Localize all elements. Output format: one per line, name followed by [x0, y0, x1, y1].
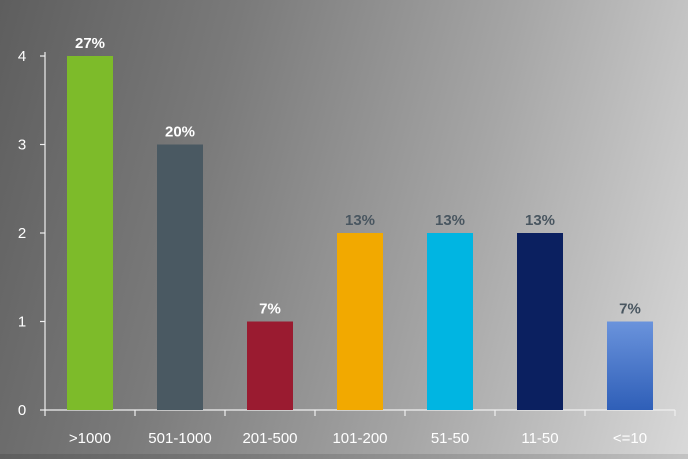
bar [517, 233, 563, 410]
data-label: 7% [619, 301, 641, 318]
x-tick-label: >1000 [69, 430, 111, 447]
y-tick-label: 0 [18, 402, 26, 419]
x-axis: >1000 501-1000 201-500 101-200 51-50 11-50 <=1… [44, 409, 676, 447]
y-tick-label: 1 [18, 314, 26, 331]
bar [337, 233, 383, 410]
bar [67, 56, 113, 410]
bar [247, 321, 293, 410]
x-tick-label: 51-50 [431, 430, 469, 447]
bar [157, 144, 203, 410]
data-label: 7% [259, 301, 281, 318]
y-tick-label: 3 [18, 137, 26, 154]
bar-series [67, 56, 653, 410]
x-tick-label: 11-50 [521, 430, 558, 447]
y-tick-label: 2 [18, 225, 26, 242]
y-tick-label: 4 [18, 48, 26, 65]
bar [607, 321, 653, 410]
x-tick-label: 201-500 [242, 430, 297, 447]
data-label: 13% [435, 212, 465, 229]
bar [427, 233, 473, 410]
data-labels: 27% 20% 7% 13% 13% 13% 7% [75, 35, 641, 318]
data-label: 27% [75, 35, 105, 52]
y-axis: 0 1 2 3 4 [18, 48, 46, 419]
data-label: 20% [165, 124, 195, 141]
data-label: 13% [345, 212, 375, 229]
data-label: 13% [525, 212, 555, 229]
x-tick-label: <=10 [613, 430, 647, 447]
x-tick-label: 501-1000 [148, 430, 211, 447]
x-tick-label: 101-200 [332, 430, 387, 447]
